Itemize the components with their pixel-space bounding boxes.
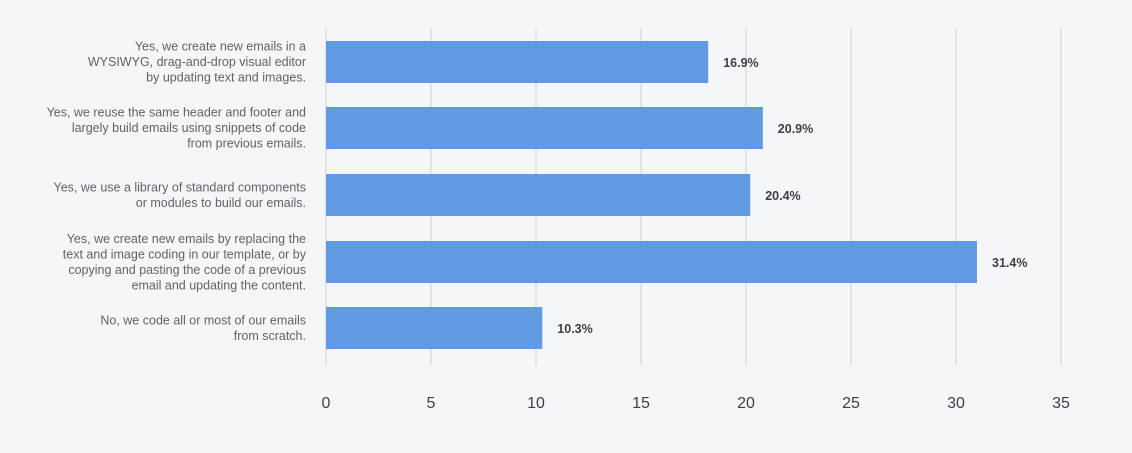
bar-3: [326, 174, 751, 216]
bar-layer: [326, 41, 977, 349]
bar-5: [326, 307, 543, 349]
category-label-2: Yes, we reuse the same header and footer…: [47, 106, 306, 151]
x-tick-label-30: 30: [947, 395, 965, 412]
bar-2: [326, 107, 763, 149]
value-label-2: 20.9%: [778, 122, 813, 136]
x-tick-label-5: 5: [427, 395, 436, 412]
category-label-4: Yes, we create new emails by replacing t…: [63, 232, 307, 293]
x-tick-label-20: 20: [737, 395, 755, 412]
category-label-1: Yes, we create new emails in a WYSIWYG, d…: [88, 40, 306, 85]
category-label-5: No, we code all or most of our emails fro…: [100, 313, 306, 343]
x-tick-label-25: 25: [842, 395, 860, 412]
x-tick-label-15: 15: [632, 395, 650, 412]
bar-4: [326, 241, 977, 283]
x-axis-ticks: 0 5 10 15 20 25 30 35: [322, 395, 1070, 412]
value-label-5: 10.3%: [557, 322, 592, 336]
value-label-3: 20.4%: [765, 189, 800, 203]
value-label-4: 31.4%: [992, 256, 1027, 270]
x-tick-label-0: 0: [322, 395, 331, 412]
value-label-1: 16.9%: [723, 56, 758, 70]
bar-1: [326, 41, 709, 83]
category-label-3: Yes, we use a library of standard compon…: [54, 180, 306, 210]
x-tick-label-35: 35: [1052, 395, 1070, 412]
x-tick-label-10: 10: [527, 395, 545, 412]
label-layer: 16.9% Yes, we create new emails in a WYSIW…: [47, 40, 1028, 343]
